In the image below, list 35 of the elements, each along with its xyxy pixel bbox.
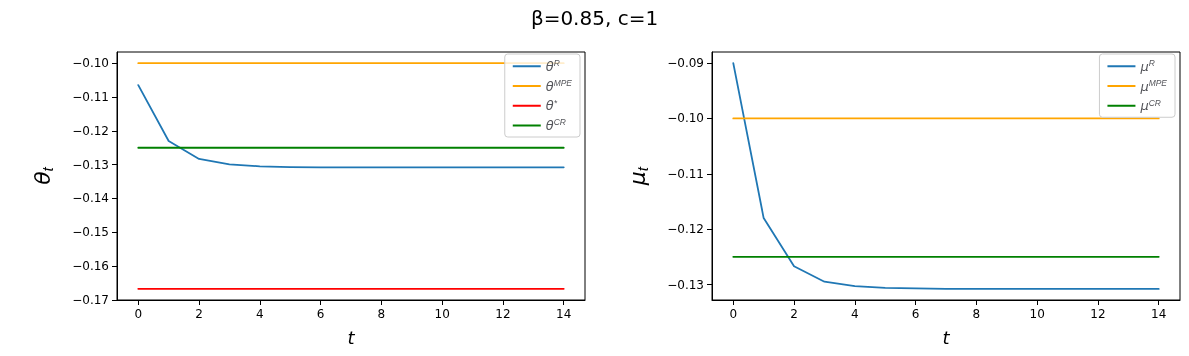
x-tick-label: 0	[134, 307, 143, 321]
x-tick-label: 4	[256, 307, 264, 321]
y-tick-label: −0.09	[667, 56, 704, 71]
x-tick-label: 14	[556, 307, 572, 321]
x-tick-label: 2	[195, 307, 203, 321]
x-tick-label: 4	[851, 307, 859, 321]
y-tick-label: −0.10	[667, 111, 704, 126]
y-tick-label: −0.11	[667, 166, 704, 181]
y-axis-title: θt	[29, 166, 56, 185]
legend-label: θ*	[545, 97, 558, 114]
y-axis-title: μt	[624, 166, 651, 187]
x-axis-title: t	[942, 326, 951, 348]
y-tick-label: −0.14	[72, 191, 109, 206]
x-tick-label: 2	[790, 307, 798, 321]
x-axis-title: t	[347, 326, 356, 348]
y-tick-label: −0.10	[72, 56, 109, 71]
y-tick-label: −0.16	[72, 259, 109, 274]
y-tick-label: −0.13	[667, 277, 704, 292]
x-tick-label: 0	[729, 307, 738, 321]
x-tick-label: 6	[911, 307, 920, 321]
y-tick-label: −0.17	[72, 293, 109, 307]
x-tick-label: 12	[1090, 307, 1106, 321]
x-tick-label: 14	[1151, 307, 1167, 321]
x-tick-label: 6	[316, 307, 325, 321]
x-tick-label: 10	[1029, 307, 1045, 321]
y-tick-label: −0.13	[72, 157, 109, 172]
y-tick-label: −0.12	[667, 222, 704, 237]
y-tick-label: −0.11	[72, 90, 109, 104]
x-tick-label: 8	[972, 307, 981, 321]
y-tick-label: −0.12	[72, 123, 109, 138]
y-tick-label: −0.15	[72, 225, 109, 240]
x-tick-label: 12	[495, 307, 511, 321]
x-tick-label: 10	[434, 307, 450, 321]
x-tick-label: 8	[377, 307, 386, 321]
chart-title: β=0.85, c=1	[529, 6, 660, 30]
